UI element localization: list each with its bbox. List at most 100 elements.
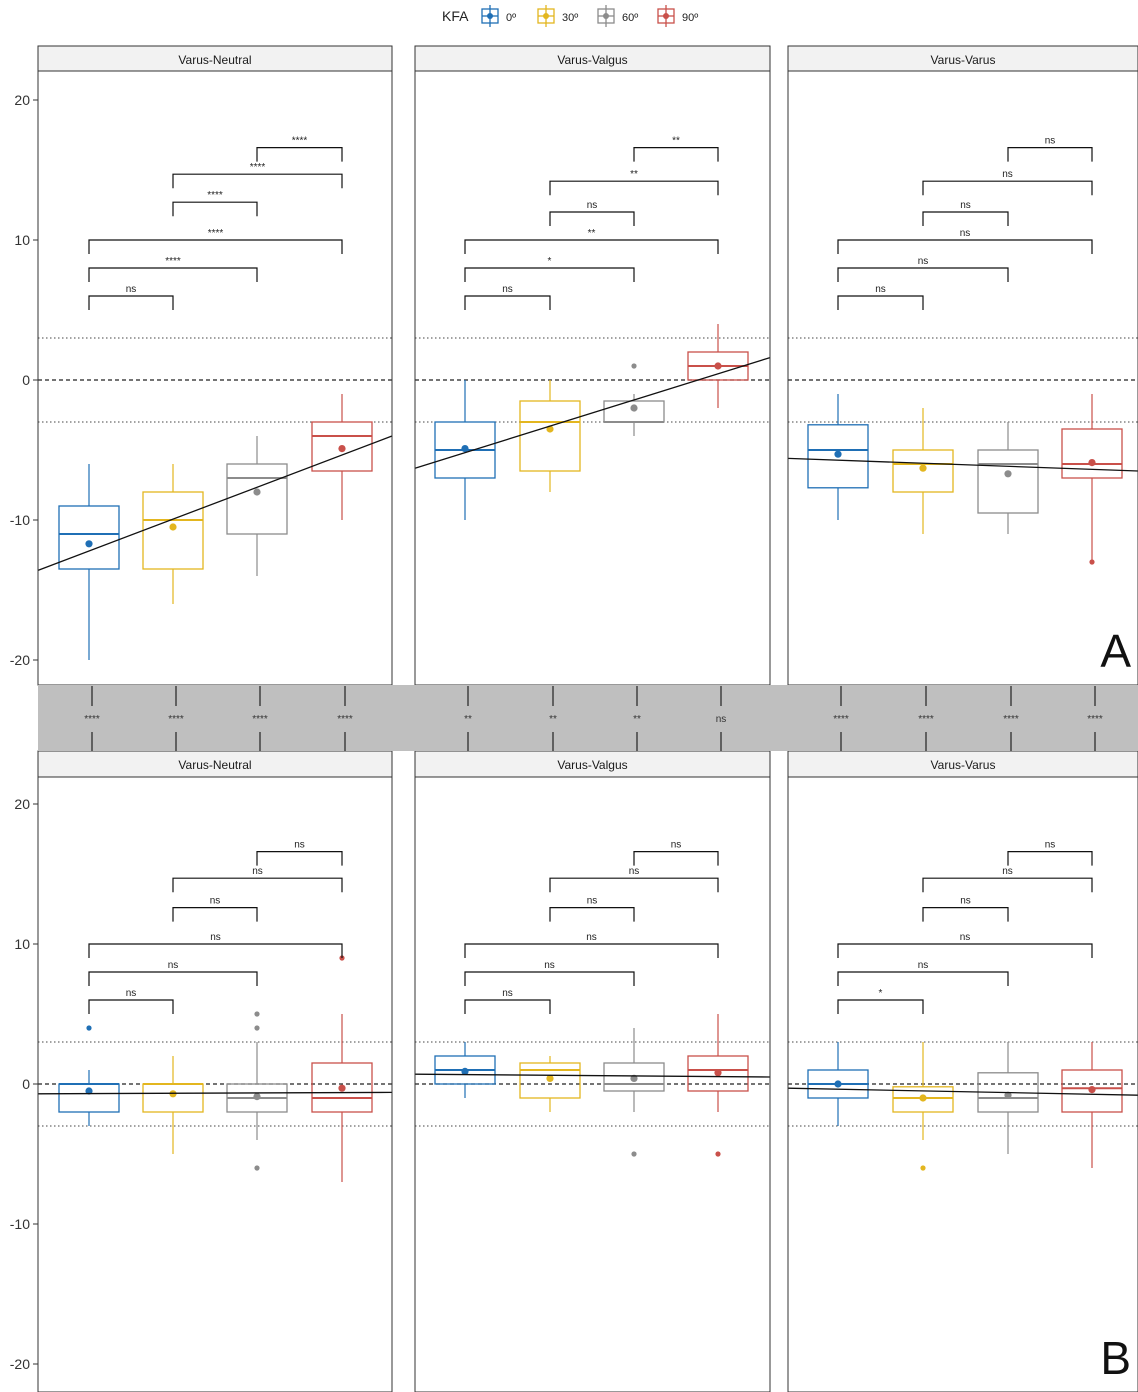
box-iqr <box>892 1086 954 1113</box>
y-tick-label: -20 <box>10 1356 30 1372</box>
trend-line <box>787 457 1138 472</box>
significance-bracket: ns <box>464 960 635 986</box>
bracket-label: * <box>548 256 552 267</box>
bracket-line <box>464 971 635 986</box>
significance-bracket: * <box>464 256 635 282</box>
box-4 <box>687 324 749 408</box>
bracket-line <box>464 239 719 254</box>
box-4 <box>687 1014 749 1157</box>
bracket-line <box>172 173 343 189</box>
trend-line <box>37 1091 393 1095</box>
bracket-label: ns <box>671 840 682 851</box>
bracket-label: **** <box>165 256 181 267</box>
significance-bracket: ns <box>922 896 1009 922</box>
box-3 <box>603 1028 665 1157</box>
box-2 <box>892 408 954 534</box>
outlier-point <box>1089 559 1095 565</box>
box-iqr <box>519 400 581 472</box>
bracket-line <box>88 267 258 282</box>
connector-label: ** <box>549 714 557 725</box>
bracket-line <box>922 211 1009 226</box>
bracket-line <box>172 907 258 922</box>
facet-title: Varus-Varus <box>931 758 996 772</box>
legend-key-dot <box>543 13 549 19</box>
bracket-label: ** <box>588 228 596 239</box>
bracket-line <box>549 907 635 922</box>
bracket-label: ns <box>126 284 137 295</box>
trend-line <box>787 1087 1138 1096</box>
trend-line <box>37 435 393 572</box>
facet-3: Varus-Varus ns ns ns ns ns * <box>787 750 1138 1392</box>
box-mean-point <box>546 1074 554 1082</box>
facet-strip <box>787 45 1138 72</box>
significance-bracket: ns <box>549 896 635 922</box>
box-mean-point <box>714 362 722 370</box>
significance-bracket: ns <box>549 866 719 893</box>
bracket-label: ns <box>960 896 971 907</box>
significance-bracket: ns <box>88 284 174 310</box>
box-iqr <box>142 1083 204 1113</box>
facet-strip <box>787 750 1138 778</box>
box-iqr <box>687 1055 749 1092</box>
bracket-label: ns <box>587 200 598 211</box>
box-mean-point <box>461 1067 469 1075</box>
box-4 <box>311 394 373 520</box>
bracket-line <box>837 999 924 1014</box>
box-mean-point <box>253 488 261 496</box>
box-iqr <box>58 505 120 570</box>
bracket-line <box>88 295 174 310</box>
legend-label: 90º <box>682 12 698 24</box>
box-3 <box>977 422 1039 534</box>
bracket-label: ns <box>544 960 555 971</box>
box-mean-point <box>338 445 346 453</box>
facet-strip <box>414 45 771 72</box>
panel-letter: B <box>1100 1332 1131 1384</box>
bracket-label: ns <box>1002 866 1013 877</box>
bracket-line <box>549 211 635 226</box>
facet-border <box>37 70 393 686</box>
facet-title: Varus-Neutral <box>178 758 251 772</box>
facet-title: Varus-Valgus <box>557 758 627 772</box>
box-mean-point <box>630 404 638 412</box>
bracket-line <box>837 267 1009 282</box>
significance-bracket: ns <box>88 932 343 958</box>
legend-key-dot <box>663 13 669 19</box>
comparison-band-background <box>38 685 1138 751</box>
bracket-label: **** <box>250 162 266 173</box>
box-mean-point <box>169 523 177 531</box>
y-tick-label: 10 <box>14 232 30 248</box>
outlier-point <box>715 1151 721 1157</box>
significance-bracket: ns <box>464 932 719 958</box>
box-iqr <box>977 449 1039 514</box>
bracket-line <box>464 267 635 282</box>
box-mean-point <box>1088 1086 1096 1094</box>
box-iqr <box>519 1062 581 1099</box>
facet-border <box>787 776 1138 1392</box>
significance-bracket: ns <box>837 228 1093 254</box>
box-mean-point <box>253 1093 261 1101</box>
significance-bracket: **** <box>88 228 343 254</box>
bracket-line <box>88 239 343 254</box>
significance-bracket: * <box>837 988 924 1014</box>
bracket-label: ns <box>210 932 221 943</box>
y-tick-label: -10 <box>10 1216 30 1232</box>
connector-label: **** <box>918 714 934 725</box>
box-mean-point <box>630 1074 638 1082</box>
box-1 <box>807 394 869 520</box>
significance-bracket: ns <box>88 988 174 1014</box>
facet-2: Varus-Valgus ns ns ns ns ns ns <box>414 750 771 1392</box>
connector-label: **** <box>1003 714 1019 725</box>
facet-2: Varus-Valgus****ns***ns <box>414 45 771 686</box>
box-3 <box>977 1042 1039 1154</box>
y-tick-label: 10 <box>14 936 30 952</box>
bracket-line <box>172 201 258 217</box>
bracket-label: ns <box>502 988 513 999</box>
legend-key-dot <box>487 13 493 19</box>
bracket-label: ns <box>960 932 971 943</box>
facet-border <box>414 776 771 1392</box>
bracket-line <box>1007 851 1093 866</box>
box-mean-point <box>919 464 927 472</box>
box-2 <box>519 380 581 492</box>
box-3 <box>603 363 665 436</box>
box-iqr <box>311 1062 373 1113</box>
